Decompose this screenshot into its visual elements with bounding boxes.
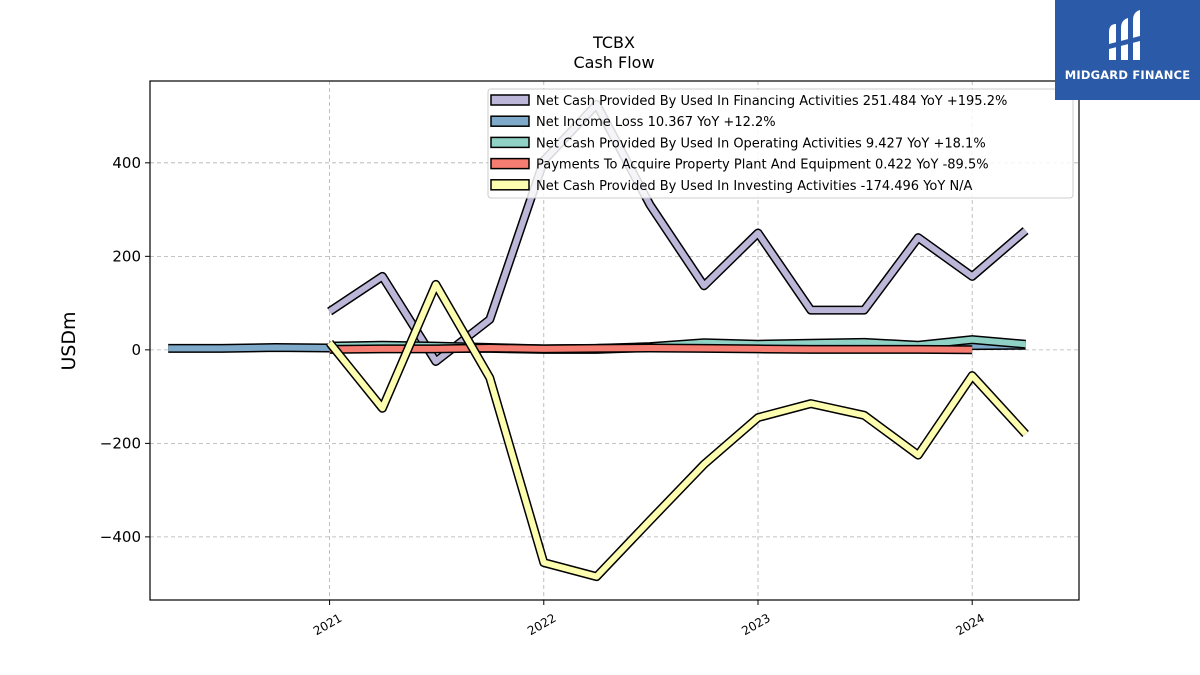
- legend-swatch: [490, 115, 530, 127]
- legend: Net Cash Provided By Used In Financing A…: [487, 88, 1074, 199]
- y-tick-label: 400: [112, 154, 141, 172]
- x-tick-label: 2024: [953, 611, 986, 638]
- logo-text: MIDGARD FINANCE: [1064, 68, 1191, 82]
- series-line-4: [327, 281, 1028, 580]
- y-tick-label: 0: [131, 341, 141, 359]
- legend-swatch: [490, 179, 530, 191]
- legend-entry: Net Cash Provided By Used In Financing A…: [536, 94, 1007, 109]
- legend-entry: Net Cash Provided By Used In Investing A…: [536, 179, 973, 194]
- series-line-3: [329, 345, 973, 353]
- x-axis-ticks: 2021 2022 2023 2024: [311, 600, 987, 638]
- y-tick-label: 200: [112, 247, 141, 265]
- legend-entry: Net Cash Provided By Used In Operating A…: [536, 136, 986, 151]
- y-axis-label: USDm: [58, 311, 80, 370]
- legend-entry: Payments To Acquire Property Plant And E…: [536, 158, 989, 173]
- x-tick-label: 2023: [739, 611, 772, 638]
- series-line-0: [327, 101, 1028, 365]
- chart-subtitle: Cash Flow: [573, 53, 654, 72]
- legend-swatch: [490, 136, 530, 149]
- series-outline-4: [326, 279, 1029, 582]
- legend-box: [487, 88, 1074, 199]
- plot-frame: [149, 80, 1080, 601]
- y-tick-label: −400: [100, 528, 141, 546]
- midgard-finance-logo: MIDGARD FINANCE: [1055, 0, 1200, 100]
- y-tick-label: −200: [100, 434, 141, 452]
- series-lines: [168, 99, 1029, 582]
- legend-swatch: [490, 94, 530, 106]
- legend-entry: Net Income Loss 10.367 YoY +12.2%: [536, 115, 776, 130]
- x-tick-label: 2021: [311, 611, 344, 638]
- y-axis-ticks: −400 −200 0 200 400: [100, 154, 150, 546]
- chart-title: TCBX: [592, 33, 635, 52]
- midgard-logo-icon: [1109, 10, 1140, 60]
- x-tick-label: 2022: [525, 611, 558, 638]
- legend-swatch: [490, 157, 530, 170]
